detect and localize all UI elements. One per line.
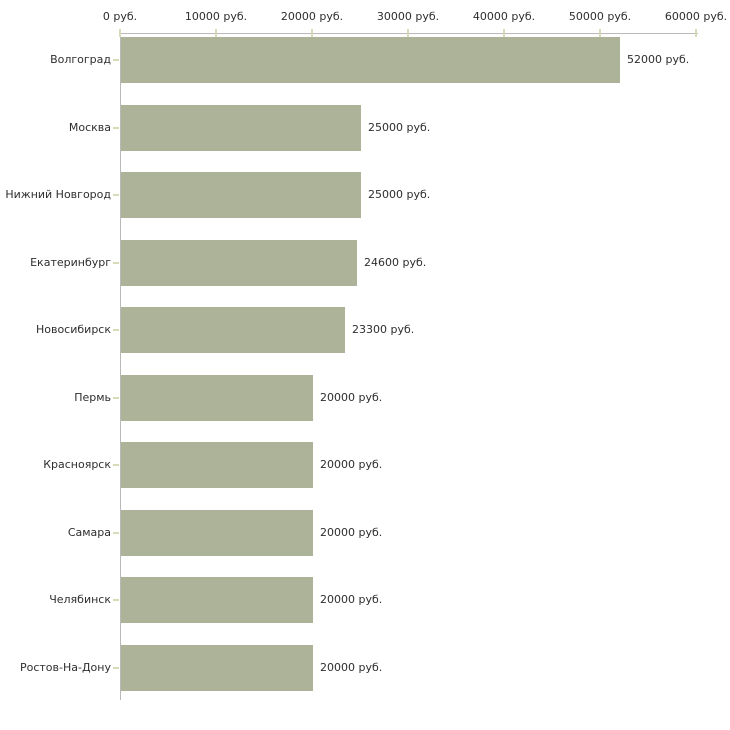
bar	[121, 37, 620, 83]
value-label: 20000 руб.	[320, 526, 383, 539]
y-axis-tick	[113, 59, 119, 61]
value-label: 52000 руб.	[627, 53, 690, 66]
category-label: Волгоград	[50, 53, 111, 66]
y-axis-tick	[113, 667, 119, 669]
y-axis-tick	[113, 599, 119, 601]
bar	[121, 442, 313, 488]
bar	[121, 307, 345, 353]
value-label: 25000 руб.	[368, 188, 431, 201]
category-label: Новосибирск	[35, 323, 111, 336]
x-axis-tick	[695, 29, 697, 37]
value-label: 25000 руб.	[368, 121, 431, 134]
bar	[121, 172, 361, 218]
y-axis-tick	[113, 329, 119, 331]
y-axis-tick	[113, 397, 119, 399]
x-axis-tick-label: 60000 руб.	[664, 10, 728, 23]
value-label: 20000 руб.	[320, 458, 383, 471]
value-label: 23300 руб.	[352, 323, 415, 336]
bar	[121, 577, 313, 623]
category-label: Красноярск	[43, 458, 111, 471]
y-axis-tick	[113, 262, 119, 264]
value-label: 20000 руб.	[320, 661, 383, 674]
bar	[121, 240, 357, 286]
x-axis-tick-label: 30000 руб.	[376, 10, 440, 23]
x-axis-tick-label: 0 руб.	[102, 10, 138, 23]
bar	[121, 645, 313, 691]
x-axis-tick	[407, 29, 409, 37]
x-axis-tick	[503, 29, 505, 37]
value-label: 20000 руб.	[320, 593, 383, 606]
x-axis-tick	[311, 29, 313, 37]
y-axis-tick	[113, 532, 119, 534]
category-label: Пермь	[74, 391, 111, 404]
category-label: Нижний Новгород	[5, 188, 111, 201]
y-axis-tick	[113, 194, 119, 196]
y-axis-line	[120, 33, 121, 700]
x-axis-line	[120, 33, 698, 34]
category-label: Москва	[68, 121, 111, 134]
bar	[121, 510, 313, 556]
x-axis-tick-label: 40000 руб.	[472, 10, 536, 23]
x-axis-tick-label: 50000 руб.	[568, 10, 632, 23]
category-label: Самара	[67, 526, 111, 539]
x-axis-tick	[119, 29, 121, 37]
value-label: 24600 руб.	[364, 256, 427, 269]
value-label: 20000 руб.	[320, 391, 383, 404]
category-label: Екатеринбург	[30, 256, 111, 269]
category-label: Челябинск	[49, 593, 111, 606]
y-axis-tick	[113, 127, 119, 129]
x-axis-tick-label: 20000 руб.	[280, 10, 344, 23]
x-axis-tick	[215, 29, 217, 37]
bar	[121, 105, 361, 151]
x-axis-tick	[599, 29, 601, 37]
bar	[121, 375, 313, 421]
y-axis-tick	[113, 464, 119, 466]
x-axis-tick-label: 10000 руб.	[184, 10, 248, 23]
category-label: Ростов-На-Дону	[19, 661, 111, 674]
